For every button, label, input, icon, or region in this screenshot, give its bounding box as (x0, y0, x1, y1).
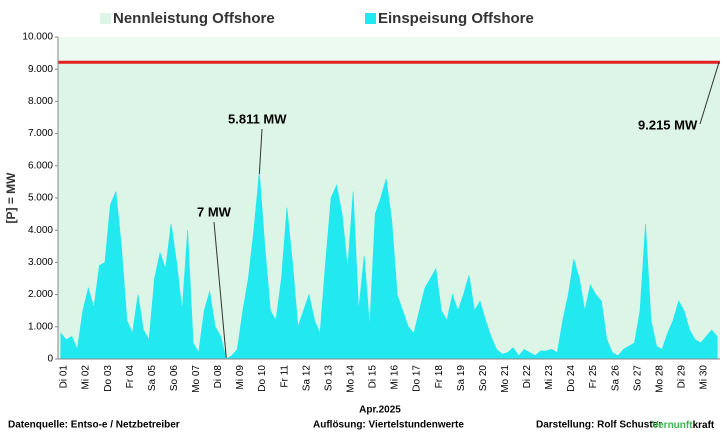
y-tick-label: 8.000 (28, 96, 53, 107)
x-tick-label: Mo 07 (191, 365, 202, 393)
x-tick-label: Do 17 (412, 365, 423, 392)
x-tick-label: Sa 12 (301, 365, 312, 392)
x-tick-label: Di 22 (522, 365, 533, 389)
y-tick-label: 6.000 (28, 160, 53, 171)
annotation: 7 MW (197, 204, 232, 219)
x-tick-label: Fr 25 (588, 365, 599, 389)
legend-label: Nennleistung Offshore (113, 10, 275, 27)
y-tick-label: 1.000 (28, 321, 53, 332)
x-tick-label: Do 03 (103, 365, 114, 392)
y-axis-title: [P] = MW (4, 172, 18, 224)
x-tick-label: Do 24 (566, 365, 577, 392)
x-tick-label: Mi 16 (390, 365, 401, 390)
x-tick-label: Sa 26 (610, 365, 621, 392)
x-tick-label: Mo 14 (346, 365, 357, 393)
x-tick-label: Mo 21 (500, 365, 511, 393)
x-tick-label: Mi 09 (235, 365, 246, 390)
annotation-leader (213, 221, 227, 358)
x-tick-label: Fr 11 (279, 365, 290, 388)
legend-label: Einspeisung Offshore (378, 10, 534, 27)
x-tick-label: Di 15 (368, 365, 379, 389)
annotation-leader (699, 62, 720, 125)
annotation: 5.811 MW (228, 111, 287, 126)
resolution: Auflösung: Viertelstundenwerte (313, 420, 464, 431)
y-tick-label: 2.000 (28, 289, 53, 300)
x-tick-label: Sa 19 (456, 365, 467, 392)
legend-swatch (365, 13, 376, 24)
x-tick-label: Sa 05 (147, 365, 158, 392)
x-axis-title: Apr.2025 (359, 405, 401, 416)
y-tick-label: 3.000 (28, 257, 53, 268)
x-tick-label: Di 01 (59, 365, 70, 389)
x-tick-label: Fr 04 (125, 365, 136, 389)
author: Darstellung: Rolf Schuster (536, 420, 662, 431)
feed-in-area (60, 171, 718, 360)
brand: Vernunftkraft (652, 420, 715, 431)
x-tick-label: Mo 28 (654, 365, 665, 393)
x-tick-label: Di 08 (213, 365, 224, 389)
x-tick-label: Di 29 (677, 365, 688, 389)
x-tick-label: So 20 (478, 365, 489, 392)
y-tick-label: 7.000 (28, 128, 53, 139)
brand-a: Vernunft (652, 420, 693, 431)
x-tick-label: Mi 23 (544, 365, 555, 390)
legend-swatch (100, 13, 111, 24)
x-tick-label: Mi 02 (81, 365, 92, 390)
x-tick-label: So 06 (169, 365, 180, 392)
annotation-leader (258, 128, 263, 174)
annotation: 9.215 MW (638, 117, 698, 132)
y-tick-label: 10.000 (22, 32, 53, 43)
y-tick-label: 0 (47, 354, 53, 365)
x-tick-label: Fr 18 (434, 365, 445, 389)
x-tick-label: So 27 (632, 365, 643, 392)
x-tick-label: So 13 (323, 365, 334, 392)
y-tick-label: 5.000 (28, 193, 53, 204)
brand-b: kraft (693, 420, 715, 431)
source: Datenquelle: Entso-e / Netzbetreiber (8, 420, 180, 431)
x-tick-label: Do 10 (257, 365, 268, 392)
y-tick-label: 4.000 (28, 225, 53, 236)
y-tick-label: 9.000 (28, 64, 53, 75)
x-tick-label: Mi 30 (699, 365, 710, 390)
